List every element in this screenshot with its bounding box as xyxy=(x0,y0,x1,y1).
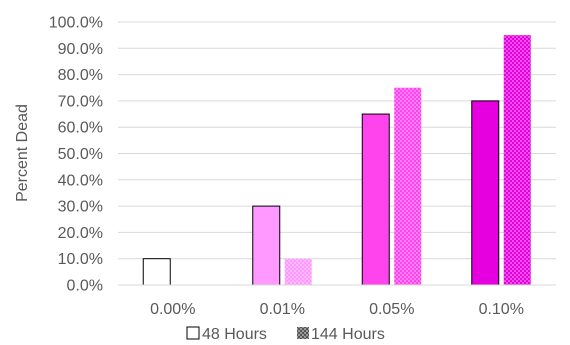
bar-48-hours xyxy=(252,205,281,286)
y-tick-label: 60.0% xyxy=(58,120,103,137)
x-axis-ticks: 0.00% 0.01% 0.05% 0.10% xyxy=(150,301,524,318)
y-axis-title: Percent Dead xyxy=(14,104,31,202)
bar-48-hours xyxy=(471,100,500,286)
y-tick-label: 80.0% xyxy=(58,67,103,84)
legend-label-48-hours: 48 Hours xyxy=(202,326,267,343)
bar-48-hours xyxy=(142,258,171,286)
legend-swatch-48-hours xyxy=(186,326,200,340)
y-tick-label: 100.0% xyxy=(49,15,103,32)
bar-144-hours xyxy=(503,35,531,286)
bars xyxy=(142,35,531,286)
bar-144-hours xyxy=(284,258,312,285)
y-tick-label: 50.0% xyxy=(58,146,103,163)
bar-48-hours xyxy=(361,113,390,286)
legend-swatch-144-hours xyxy=(297,327,309,339)
x-tick-label: 0.05% xyxy=(369,301,414,318)
x-tick-label: 0.10% xyxy=(479,301,524,318)
y-tick-label: 90.0% xyxy=(58,41,103,58)
legend-label-144-hours: 144 Hours xyxy=(311,326,385,343)
y-axis-ticks: 0.0% 10.0% 20.0% 30.0% 40.0% 50.0% 60.0% 70.0% 8… xyxy=(49,15,103,295)
y-tick-label: 20.0% xyxy=(58,225,103,242)
y-tick-label: 0.0% xyxy=(67,278,103,295)
y-tick-label: 70.0% xyxy=(58,93,103,110)
y-tick-label: 10.0% xyxy=(58,251,103,268)
y-tick-label: 30.0% xyxy=(58,199,103,216)
bar-144-hours xyxy=(394,87,422,285)
x-tick-label: 0.01% xyxy=(260,301,305,318)
gridlines xyxy=(118,21,556,260)
y-tick-label: 40.0% xyxy=(58,172,103,189)
legend: 48 Hours 144 Hours xyxy=(186,326,385,343)
x-tick-label: 0.00% xyxy=(150,301,195,318)
